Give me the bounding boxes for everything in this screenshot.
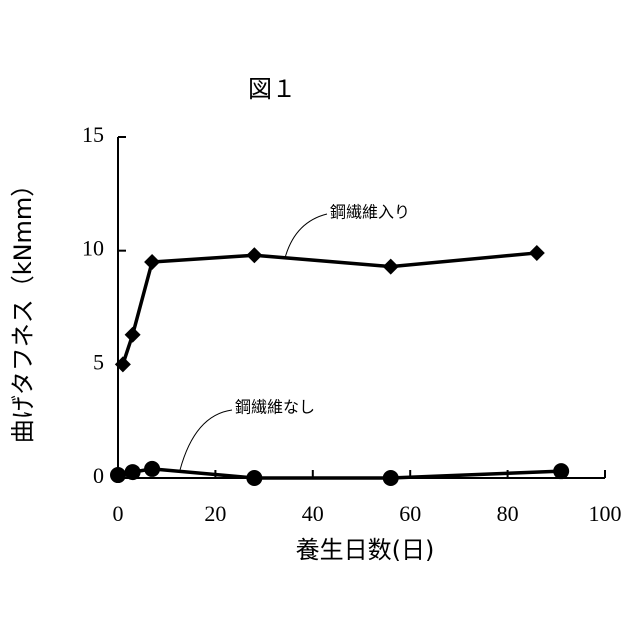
y-tick-label: 15 — [82, 122, 104, 147]
series-line — [118, 469, 561, 478]
x-tick-label: 60 — [399, 501, 421, 526]
x-tick-label: 20 — [204, 501, 226, 526]
marker — [383, 470, 399, 486]
series-line — [123, 253, 537, 364]
leader-line — [180, 410, 232, 470]
annotation: 鋼繊維なし — [235, 398, 315, 417]
chart-title: 図１ — [248, 75, 296, 103]
marker — [246, 470, 262, 486]
marker — [125, 464, 141, 480]
marker — [125, 327, 141, 343]
x-tick-label: 0 — [113, 501, 124, 526]
marker — [144, 461, 160, 477]
x-tick-label: 40 — [302, 501, 324, 526]
y-tick-label: 10 — [82, 236, 104, 261]
marker — [144, 254, 160, 270]
chart: 図１ 養生日数(日) 曲げタフネス（kNmm） 鋼繊維入り 鋼繊維なし 0 5 10… — [0, 0, 640, 640]
x-tick-label: 100 — [589, 501, 622, 526]
y-axis-label: 曲げタフネス（kNmm） — [9, 173, 37, 444]
annotation: 鋼繊維入り — [330, 203, 410, 222]
marker — [529, 245, 545, 261]
x-axis-label: 養生日数(日) — [296, 536, 435, 564]
marker — [383, 259, 399, 275]
y-tick-label: 0 — [93, 463, 104, 488]
leader-line — [285, 214, 327, 258]
x-tick-label: 80 — [497, 501, 519, 526]
marker — [110, 467, 126, 483]
marker — [246, 247, 262, 263]
y-tick-label: 5 — [93, 349, 104, 374]
marker — [553, 463, 569, 479]
